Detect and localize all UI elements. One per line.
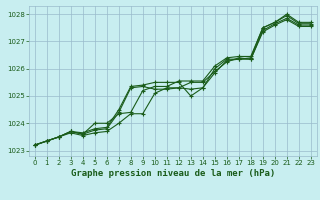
X-axis label: Graphe pression niveau de la mer (hPa): Graphe pression niveau de la mer (hPa)	[71, 169, 275, 178]
